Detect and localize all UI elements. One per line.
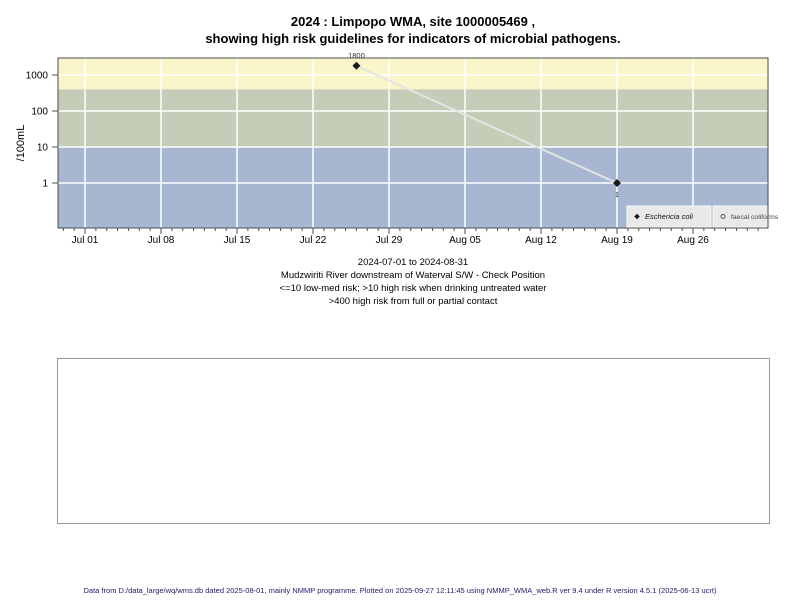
y-axis-tick-label: 1000	[26, 71, 49, 82]
legend-item-label: Eschericia coli	[645, 212, 693, 221]
x-axis-tick-label: Jul 29	[376, 235, 403, 246]
data-point-marker[interactable]	[613, 179, 621, 187]
risk-band	[58, 89, 768, 147]
legend-box	[626, 205, 712, 228]
chart-plot: 1800 1 Eschericia coli faecal coliforms Jul …	[15, 51, 779, 246]
risk-band	[58, 58, 768, 90]
subtitle-date-range: 2024-07-01 to 2024-08-31	[357, 257, 469, 268]
x-axis-tick-label: Aug 26	[677, 235, 709, 246]
x-axis-tick-label: Jul 22	[300, 235, 327, 246]
subtitle-risk-note-1: <=10 low-med risk; >10 high risk when dr…	[279, 283, 547, 294]
data-point-label: 1800	[348, 51, 365, 60]
legend-box	[712, 205, 770, 228]
plot-border	[57, 57, 769, 229]
chart-title-line1: 2024 : Limpopo WMA, site 1000005469 ,	[290, 14, 536, 29]
footer-caption: Data from D:/data_large/wq/wms.db dated …	[83, 586, 717, 595]
chart-title: 2024 : Limpopo WMA, site 1000005469 , sh…	[58, 13, 768, 47]
legend-marker-filled-diamond-icon	[634, 213, 640, 220]
y-axis-title: /100mL	[15, 125, 27, 162]
x-axis-tick-label: Jul 01	[72, 235, 99, 246]
legend-item-label: faecal coliforms	[731, 214, 779, 221]
x-axis-tick-label: Aug 12	[525, 235, 557, 246]
data-point-label: 1	[615, 190, 619, 199]
subtitle-site-description: Mudzwiriti River downstream of Waterval …	[280, 270, 546, 281]
legend-marker-open-circle-icon	[720, 214, 726, 219]
chart-subtitle: 2024-07-01 to 2024-08-31 Mudzwiriti Rive…	[58, 256, 768, 308]
y-axis-tick-label: 10	[37, 143, 49, 154]
y-axis-tick-label: 100	[31, 107, 48, 118]
subtitle-risk-note-2: >400 high risk from full or partial cont…	[328, 296, 498, 307]
empty-panel	[57, 358, 770, 524]
y-axis-tick-label: 1	[42, 179, 48, 190]
x-axis-tick-label: Aug 19	[601, 235, 633, 246]
data-point-marker[interactable]	[352, 61, 361, 70]
chart-title-line2: showing high risk guidelines for indicat…	[205, 31, 621, 46]
series-line	[356, 64, 618, 184]
x-axis-tick-label: Jul 15	[224, 235, 251, 246]
x-axis-tick-label: Aug 05	[449, 235, 481, 246]
x-axis-tick-label: Jul 08	[148, 235, 175, 246]
